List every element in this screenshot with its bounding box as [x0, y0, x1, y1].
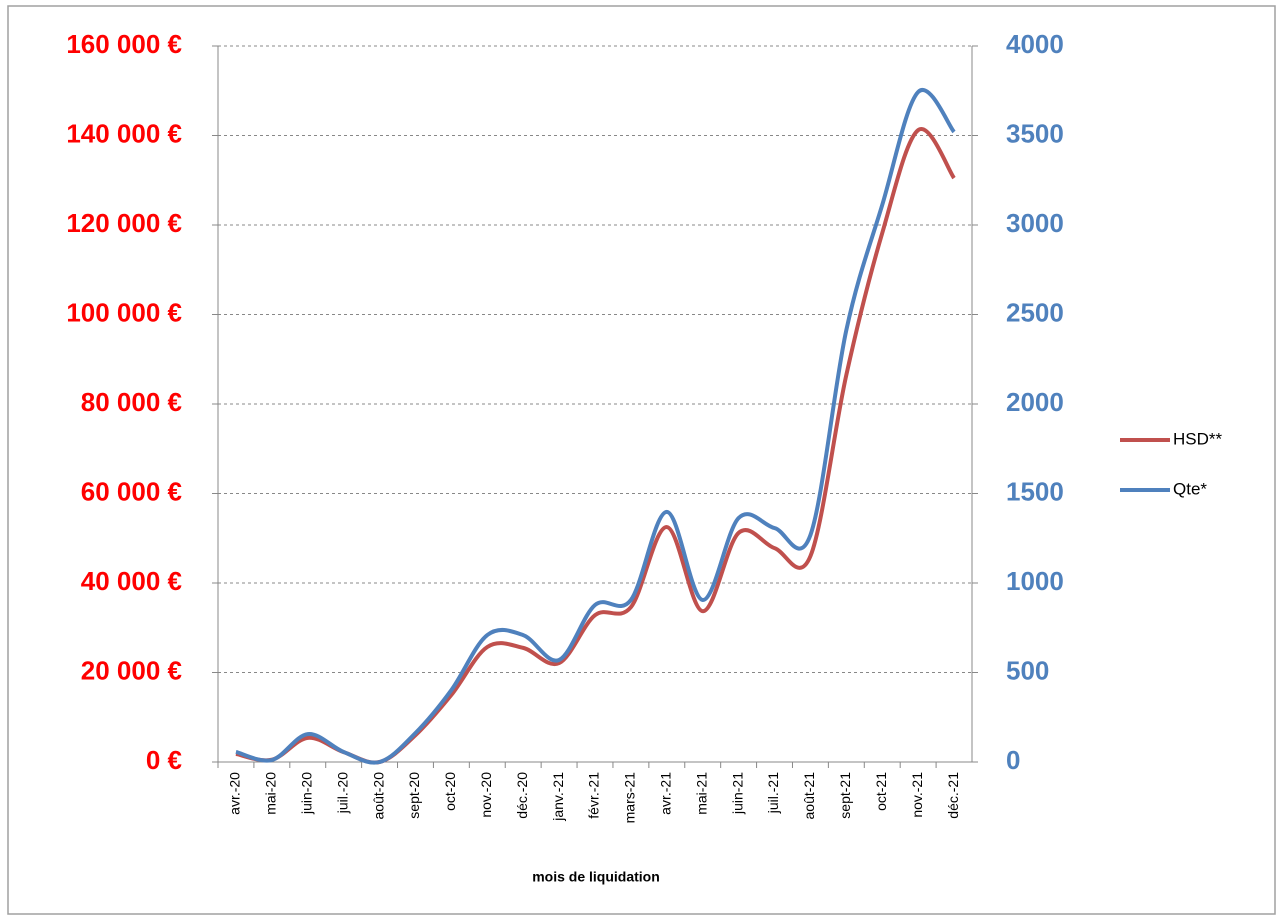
x-tick-label: août-21	[801, 772, 817, 820]
x-tick-label: mai-20	[263, 772, 279, 815]
y2-tick-label: 2000	[1006, 387, 1064, 417]
x-tick-label: sept-21	[837, 772, 853, 819]
legend-label: Qte*	[1173, 479, 1207, 498]
x-tick-label: oct-20	[442, 772, 458, 811]
x-tick-label: août-20	[370, 772, 386, 820]
y-tick-label: 0 €	[146, 745, 182, 775]
y2-tick-label: 0	[1006, 745, 1020, 775]
legend-label: HSD**	[1173, 429, 1223, 448]
x-tick-label: déc.-21	[945, 772, 961, 819]
y2-tick-label: 3500	[1006, 118, 1064, 148]
x-tick-label: févr.-21	[586, 772, 602, 819]
y-tick-label: 60 000 €	[81, 476, 182, 506]
x-tick-label: avr.-20	[227, 772, 243, 815]
y-tick-label: 140 000 €	[66, 118, 182, 148]
y2-tick-label: 1000	[1006, 566, 1064, 596]
x-tick-label: nov.-21	[909, 772, 925, 818]
x-tick-label: janv.-21	[550, 772, 566, 822]
y-tick-label: 40 000 €	[81, 566, 182, 596]
x-tick-label: juin-20	[298, 772, 314, 815]
y-tick-label: 20 000 €	[81, 655, 182, 685]
x-tick-label: oct-21	[873, 772, 889, 811]
x-axis-title: mois de liquidation	[532, 869, 660, 885]
chart-border	[7, 5, 1276, 915]
y2-tick-label: 500	[1006, 655, 1049, 685]
y-tick-label: 80 000 €	[81, 387, 182, 417]
x-tick-label: déc.-20	[514, 772, 530, 819]
y-tick-label: 100 000 €	[66, 297, 182, 327]
y2-tick-label: 4000	[1006, 29, 1064, 59]
x-tick-label: juil.-20	[334, 772, 350, 814]
x-tick-label: avr.-21	[658, 772, 674, 815]
y-tick-label: 160 000 €	[66, 29, 182, 59]
y-tick-label: 120 000 €	[66, 208, 182, 238]
series-line	[235, 87, 956, 765]
x-tick-label: nov.-20	[478, 772, 494, 818]
y2-tick-label: 1500	[1006, 476, 1064, 506]
x-tick-label: sept-20	[406, 772, 422, 819]
x-tick-label: juin-21	[729, 772, 745, 815]
x-tick-label: mars-21	[622, 772, 638, 824]
x-tick-label: juil.-21	[765, 772, 781, 814]
y2-tick-label: 3000	[1006, 208, 1064, 238]
x-tick-label: mai-21	[693, 772, 709, 815]
y2-tick-label: 2500	[1006, 297, 1064, 327]
